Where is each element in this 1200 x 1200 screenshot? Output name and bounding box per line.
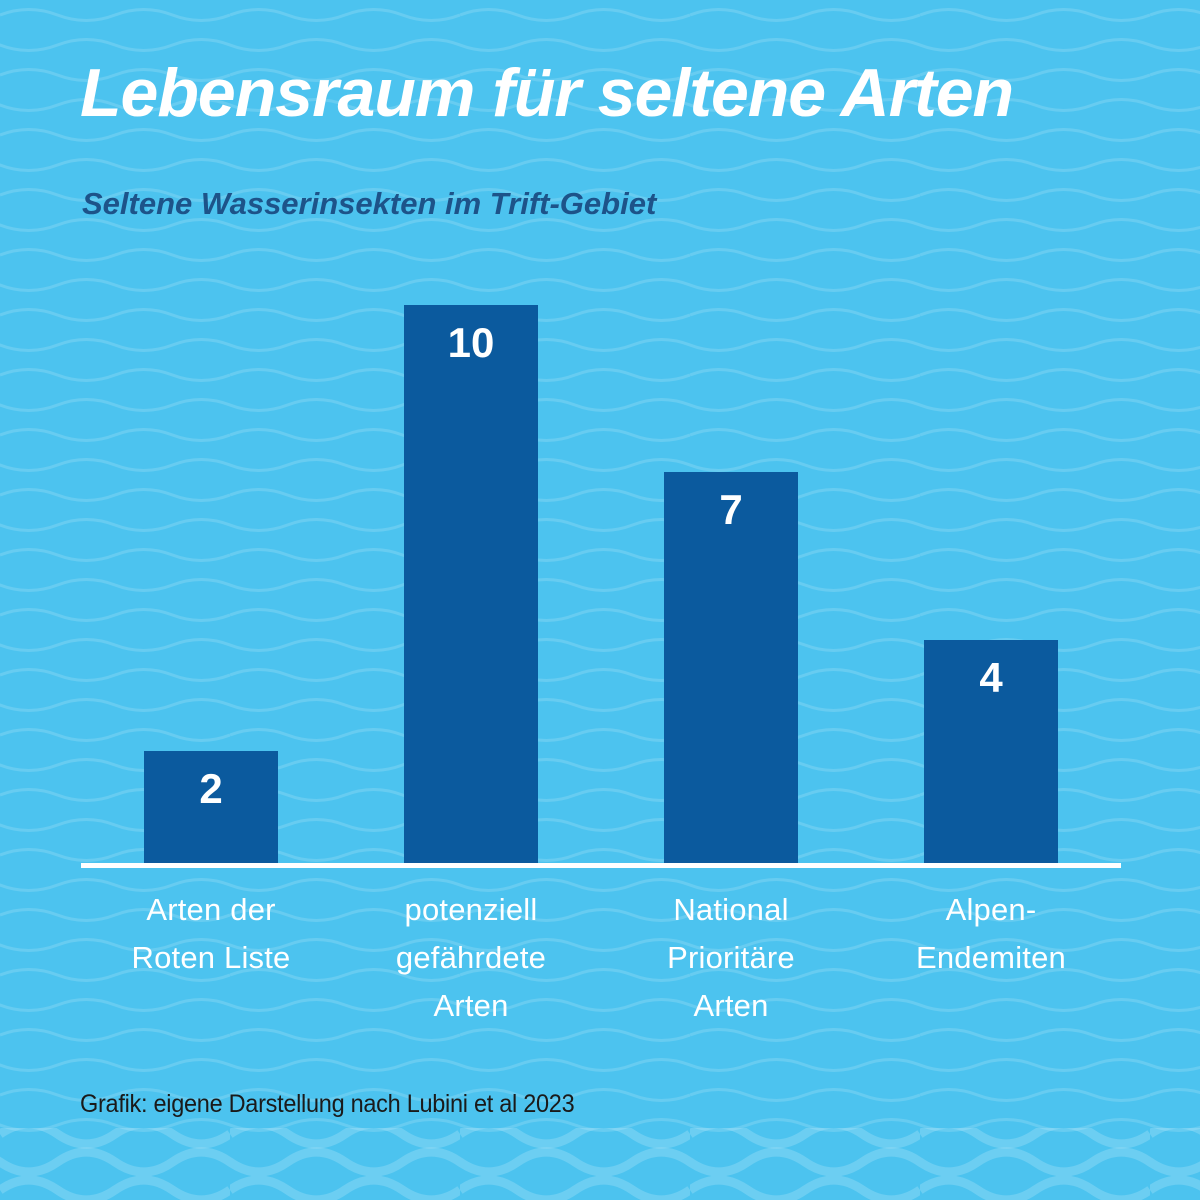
category-label-line: Endemiten [915, 940, 1066, 975]
category-label-line: Arten [433, 988, 509, 1023]
bar: 4 [924, 640, 1058, 863]
category-label-line: National [673, 892, 789, 927]
bar-value-label: 2 [199, 765, 223, 812]
category-label-line: Prioritäre [667, 940, 795, 975]
category-label-line: Arten [693, 988, 769, 1023]
x-axis-line [81, 863, 1121, 868]
category-label-line: Arten der [146, 892, 276, 927]
bars-row: 2 10 7 4 [81, 0, 1121, 863]
category-label-line: Alpen- [945, 892, 1037, 927]
category-label-line: gefährdete [395, 940, 547, 975]
bar-value-label: 10 [447, 319, 495, 366]
category-label-line: Roten Liste [131, 940, 291, 975]
category-label: Alpen- Endemiten [916, 886, 1066, 1030]
category-label: Arten der Roten Liste [131, 886, 290, 1030]
page-title: Lebensraum für seltene Arten [80, 55, 1014, 131]
category-label: potenziell gefährdete Arten [396, 886, 546, 1030]
category-label: National Prioritäre Arten [667, 886, 795, 1030]
chart-subtitle: Seltene Wasserinsekten im Trift-Gebiet [82, 186, 657, 221]
bar-value-label: 4 [979, 654, 1003, 701]
bar: 2 [144, 751, 278, 863]
category-labels-row: Arten der Roten Liste potenziell gefährdete… [81, 886, 1121, 1030]
source-credit: Grafik: eigene Darstellung nach Lubini e… [80, 1090, 575, 1118]
bar-value-label: 7 [719, 486, 743, 533]
category-label-line: potenziell [404, 892, 538, 927]
bar: 10 [404, 305, 538, 863]
bar: 7 [664, 472, 798, 863]
